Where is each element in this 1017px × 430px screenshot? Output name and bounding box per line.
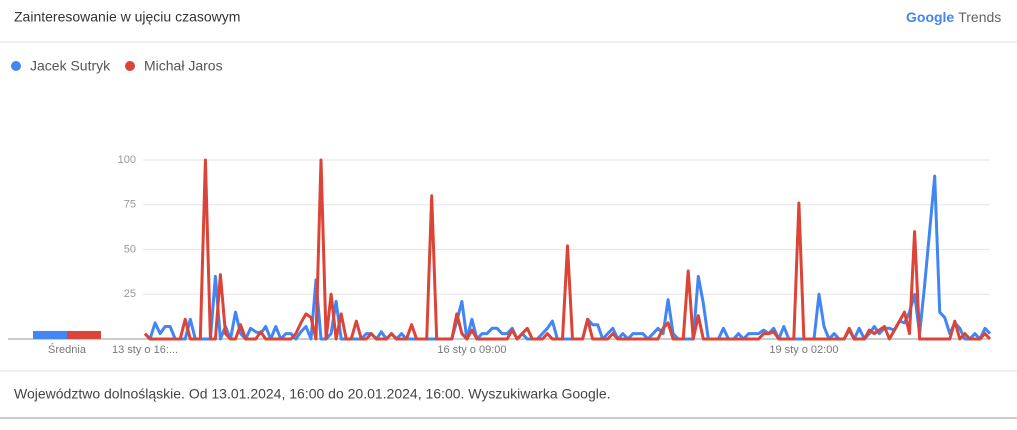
logo: Google Trends [906,9,1001,25]
average-bar [33,330,67,339]
footer-text: Województwo dolnośląskie. Od 13.01.2024,… [14,386,611,402]
average-bar [67,330,101,339]
legend-marker [11,61,21,71]
x-tick-label: 16 sty o 09:00 [437,344,506,356]
y-tick-label: 100 [118,154,136,166]
logo-brand: Google [906,9,954,25]
x-tick-label: 13 sty o 16:... [112,344,178,356]
legend-marker [125,61,135,71]
y-tick-label: 25 [124,288,136,300]
legend-label: Jacek Sutryk [30,58,111,74]
x-tick-label: 19 sty o 02:00 [769,344,838,356]
line-series [143,158,992,341]
y-tick-label: 75 [124,199,136,211]
y-tick-label: 50 [124,243,136,255]
legend-label: Michał Jaros [144,58,223,74]
average-label: Średnia [48,343,87,356]
logo-product: Trends [958,9,1001,25]
card [0,0,1017,418]
widget-title: Zainteresowanie w ujęciu czasowym [14,9,240,25]
